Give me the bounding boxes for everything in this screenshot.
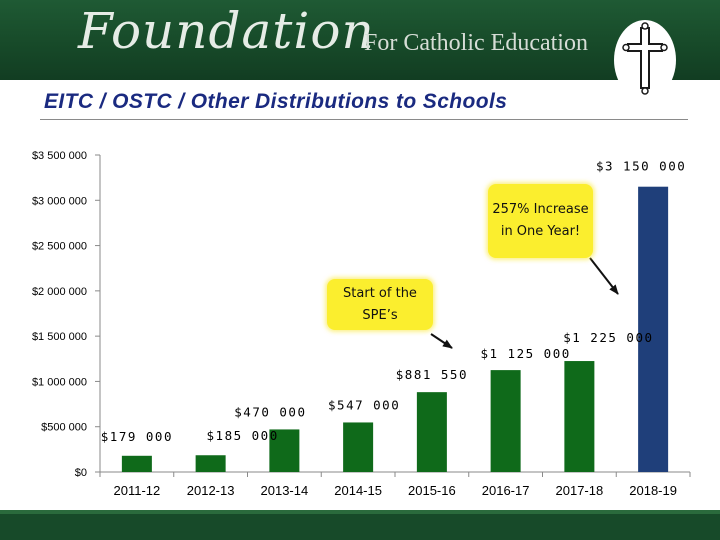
chart-axes: $0 $500 000 $1 000 000 $1 500 000 $2 000 000… [32,150,691,498]
growth-arrow [589,257,619,295]
footer-bar [0,514,720,540]
cross-logo [614,20,676,100]
y-tick-label: $2 000 000 [32,286,87,298]
spe-callout: Start of the SPE’s [327,279,433,330]
bar-2011-12 [121,455,152,472]
footer-accent-line [0,510,720,514]
y-tick-label: $3 000 000 [32,195,87,207]
data-label: $470 000 [234,404,306,419]
data-label: $547 000 [328,397,400,412]
chart-data-labels: $179 000 $185 000 $470 000 $547 000 $881 550… [101,159,686,444]
bar-2018-19 [638,186,669,472]
y-tick-label: $1 000 000 [32,376,87,388]
x-tick-label: 2018-19 [629,483,677,498]
bar-2015-16 [416,392,447,472]
data-label: $185 000 [207,428,279,443]
data-label: $1 225 000 [563,330,653,345]
data-label: $179 000 [101,429,173,444]
growth-callout: 257% Increase in One Year! [488,184,593,258]
x-tick-label: 2017-18 [556,483,604,498]
x-tick-label: 2015-16 [408,483,456,498]
bar-2013-14 [269,429,300,472]
y-tick-label: $1 500 000 [32,331,87,343]
spe-arrow [430,333,453,349]
x-tick-label: 2011-12 [114,483,161,498]
data-label: $3 150 000 [596,159,686,174]
brand-script: Foundation [78,2,375,60]
cross-icon [622,22,668,95]
chart-bars [121,186,669,472]
y-tick-label: $3 500 000 [32,150,87,162]
x-tick-label: 2014-15 [334,483,382,498]
x-tick-label: 2016-17 [482,483,530,498]
x-tick-label: 2013-14 [261,483,309,498]
y-tick-label: $2 500 000 [32,241,87,253]
x-tick-label: 2012-13 [187,483,235,498]
header-banner: Foundation For Catholic Education [0,0,720,80]
bar-2012-13 [195,455,226,472]
brand-subtitle: For Catholic Education [364,30,588,56]
bar-2014-15 [343,422,374,472]
bar-2017-18 [564,361,595,472]
y-tick-label: $0 [75,467,87,479]
data-label: $881 550 [396,367,468,382]
data-label: $1 125 000 [480,346,570,361]
title-divider [40,119,688,120]
y-tick-label: $500 000 [41,422,87,434]
bar-2016-17 [490,370,521,472]
slide-title: EITC / OSTC / Other Distributions to Sch… [44,90,508,113]
